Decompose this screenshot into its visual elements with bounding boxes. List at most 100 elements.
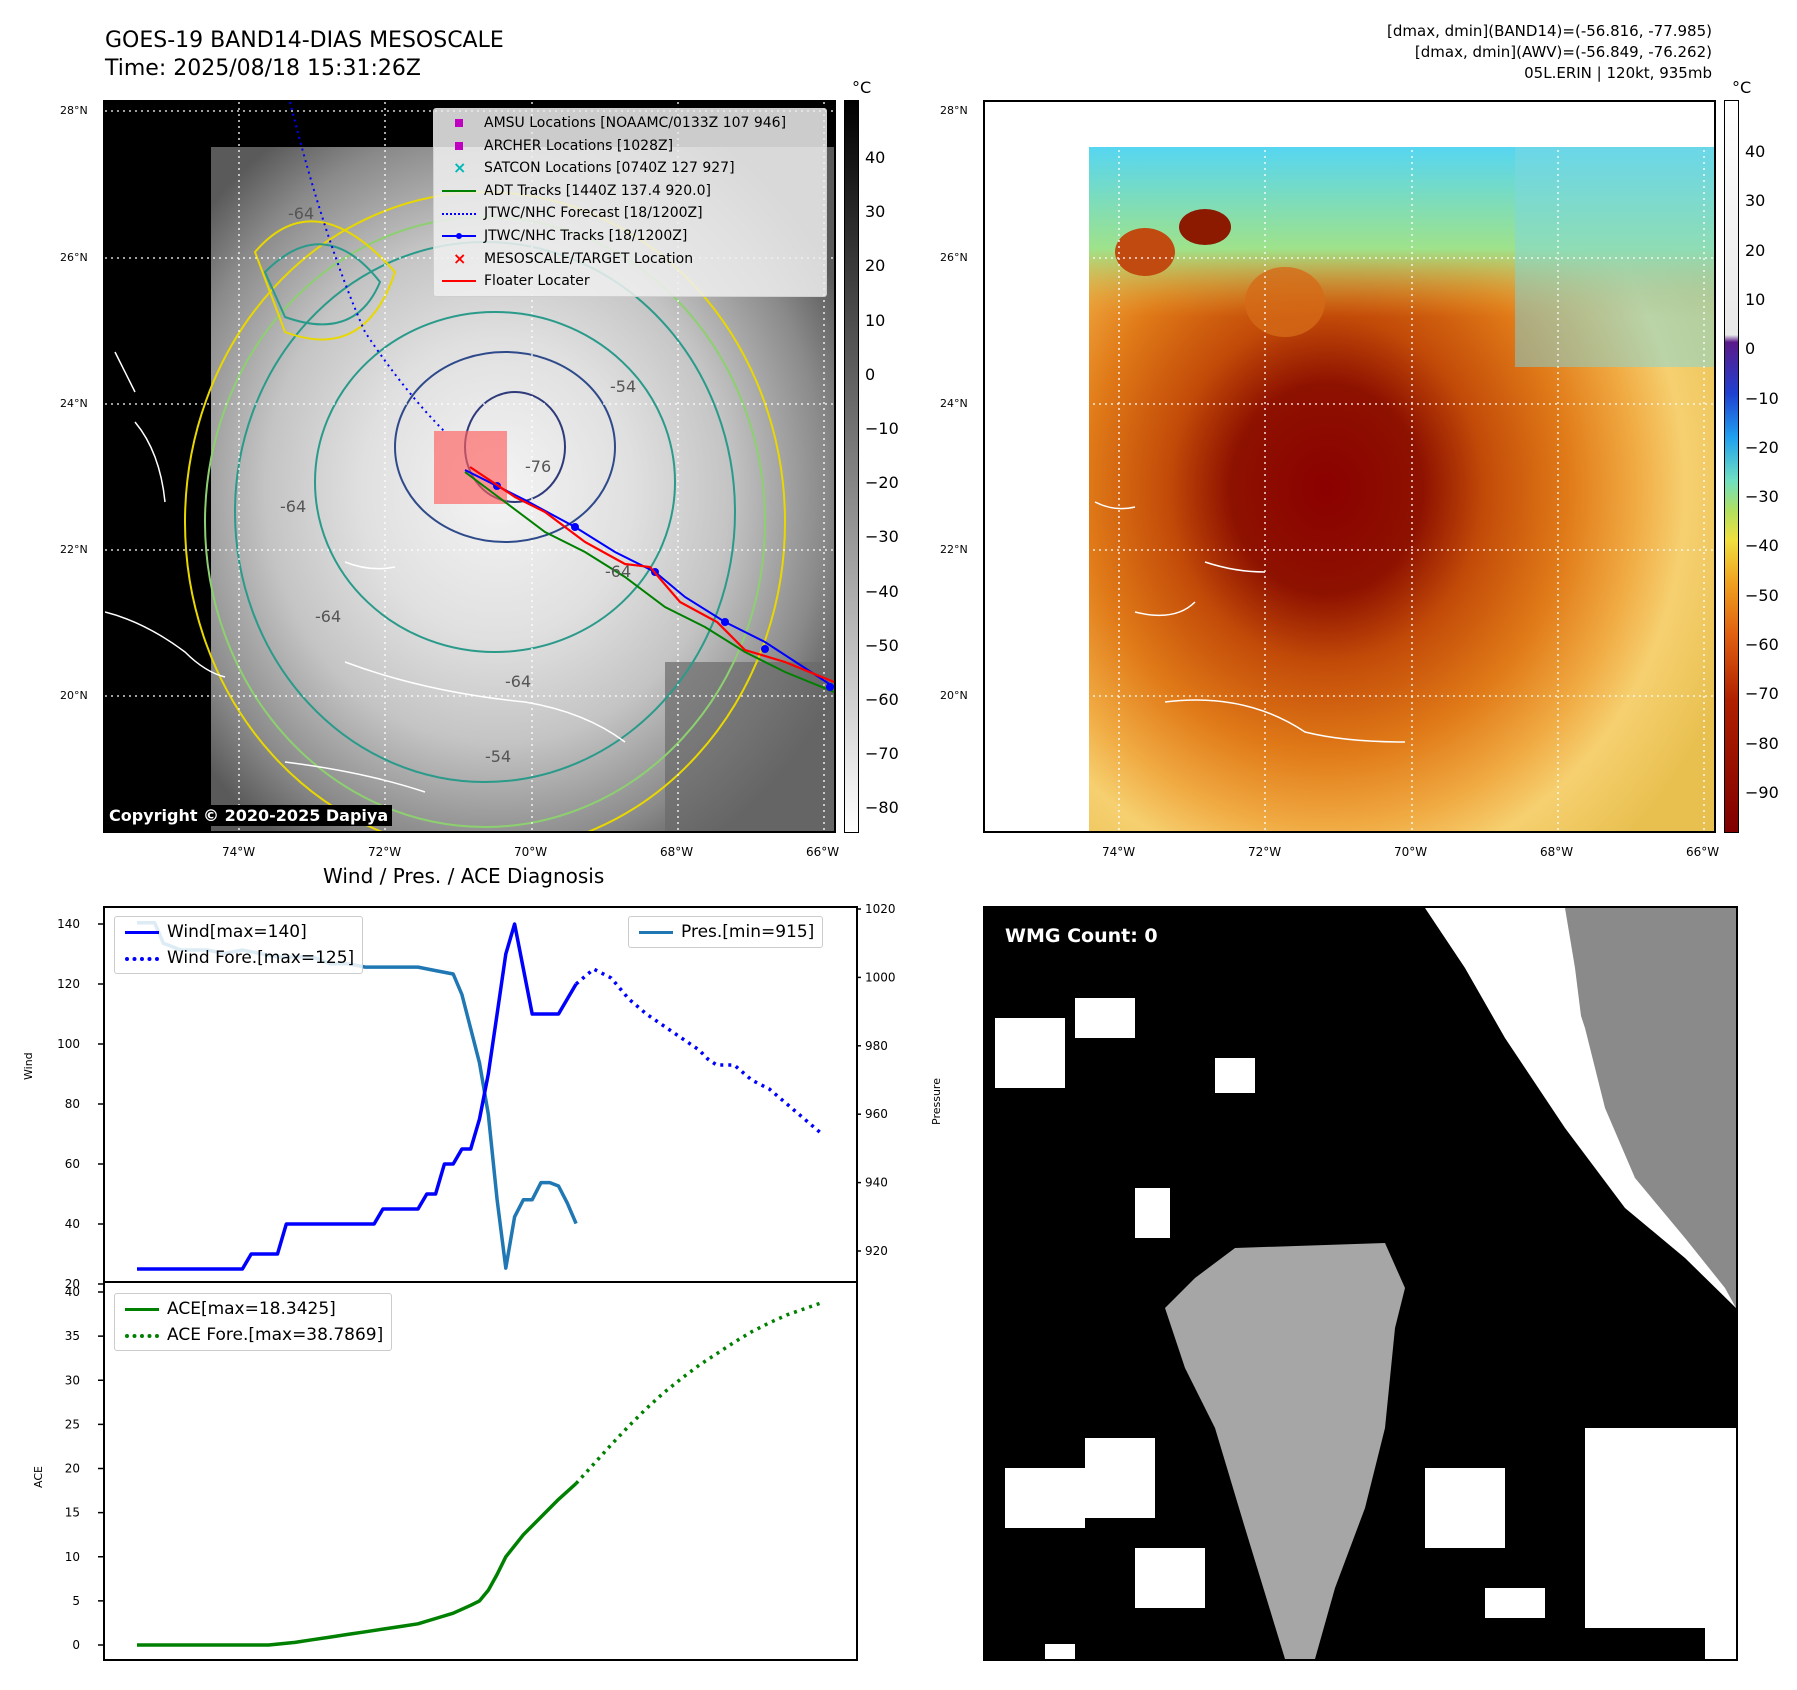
colorbar-tick-label: −60: [865, 690, 899, 709]
pressure-tick-label: 1000: [865, 970, 896, 984]
pressure-tick-label: 920: [865, 1244, 888, 1258]
lat-label: 22°N: [940, 543, 968, 556]
copyright-label: Copyright © 2020-2025 Dapiya: [105, 805, 393, 826]
colorbar-tick-label: 10: [1745, 289, 1766, 309]
contour-label: -54: [610, 377, 636, 396]
pressure-line: [137, 920, 578, 1270]
color-colorbar: [1724, 100, 1739, 833]
legend-item-wind-fore: Wind Fore.[max=125]: [123, 945, 354, 971]
legend-item-forecast: JTWC/NHC Forecast [18/1200Z]: [440, 202, 820, 225]
lon-label: 66°W: [806, 845, 840, 859]
colorbar-tick-label: 20: [1745, 240, 1766, 260]
x-marker-icon: ×: [453, 248, 467, 268]
ace-tick-label: 35: [65, 1329, 80, 1343]
contour-label: -64: [605, 562, 631, 581]
ace-tick-label: 20: [65, 1462, 80, 1476]
wind-forecast-line: [574, 967, 824, 1136]
colorbar-tick-label: −50: [865, 635, 899, 655]
wind-tick-label: 20: [65, 1277, 80, 1291]
legend-item-pres: Pres.[min=915]: [637, 919, 814, 945]
pressure-axis-label: Pressure: [930, 1078, 943, 1125]
colorbar-tick-label: −90: [1745, 782, 1779, 802]
ace-tick-label: 10: [65, 1550, 80, 1564]
ace-tick-label: 40: [65, 1285, 80, 1299]
lon-label: 68°W: [1540, 845, 1574, 859]
legend-item-target: × MESOSCALE/TARGET Location: [440, 248, 820, 271]
lat-label: 24°N: [60, 397, 88, 410]
pressure-legend: Pres.[min=915]: [628, 916, 824, 948]
colorbar-tick-label: 30: [1745, 191, 1766, 211]
colorbar-tick-label: −40: [1745, 536, 1779, 556]
lon-label: 66°W: [1686, 845, 1720, 859]
legend-item-amsu: AMSU Locations [NOAAMC/0133Z 107 946]: [440, 112, 820, 135]
figure-time: Time: 2025/08/18 15:31:26Z: [105, 56, 421, 81]
colorbar-tick-label: −70: [865, 744, 899, 764]
wind-tick-label: 40: [65, 1217, 80, 1231]
lat-label: 20°N: [60, 689, 88, 702]
line-icon: [639, 931, 673, 934]
square-marker-icon: [455, 119, 463, 128]
dotted-line-icon: [125, 1334, 159, 1338]
adt-track: [464, 471, 834, 693]
contour-label: -64: [288, 204, 314, 223]
pressure-tick-label: 980: [865, 1039, 888, 1053]
ir-map-panel: -64 -54 -76 -64 -64 -54 -64 -64 AMSU Loc…: [103, 100, 836, 833]
colorbar-unit: °C: [1732, 78, 1752, 97]
diag-divider: [103, 1281, 858, 1283]
lat-label: 20°N: [940, 689, 968, 702]
lon-label: 72°W: [368, 845, 402, 859]
colorbar-tick-label: −20: [1745, 437, 1779, 457]
ace-axis-label: ACE: [32, 1466, 45, 1488]
ace-tick-label: 5: [72, 1594, 80, 1608]
color-map-panel: [983, 100, 1716, 833]
wind-legend: Wind[max=140] Wind Fore.[max=125]: [114, 916, 364, 974]
ace-legend: ACE[max=18.3425] ACE Fore.[max=38.7869]: [114, 1293, 393, 1351]
legend-item-ace: ACE[max=18.3425]: [123, 1296, 383, 1322]
lon-label: 74°W: [1102, 845, 1136, 859]
wind-axis-label: Wind: [22, 1052, 35, 1080]
colorbar-tick-label: −20: [865, 473, 899, 493]
contour-label: -64: [505, 672, 531, 691]
lat-label: 28°N: [940, 104, 968, 117]
lat-label: 26°N: [60, 251, 88, 264]
ace-line: [137, 1482, 578, 1647]
figure-title: GOES-19 BAND14-DIAS MESOSCALE: [105, 28, 504, 53]
colorbar-tick-label: −10: [1745, 388, 1779, 408]
line-icon: [125, 1308, 159, 1311]
diag-title: Wind / Pres. / ACE Diagnosis: [323, 864, 605, 888]
colorbar-tick-label: −30: [1745, 487, 1779, 507]
map-legend: AMSU Locations [NOAAMC/0133Z 107 946] AR…: [433, 108, 827, 297]
colorbar-tick-label: 30: [865, 202, 886, 222]
diag-frame: [103, 906, 858, 1661]
line-icon: [442, 190, 476, 193]
contour-label: -76: [525, 457, 551, 476]
lat-label: 26°N: [940, 251, 968, 264]
colorbar-tick-label: −10: [865, 419, 899, 438]
legend-item-wind: Wind[max=140]: [123, 919, 354, 945]
wind-tick-label: 80: [65, 1097, 80, 1111]
gray-colorbar: [844, 100, 859, 833]
ace-forecast-line: [574, 1300, 823, 1485]
lat-label: 28°N: [60, 104, 88, 117]
lon-label: 68°W: [660, 845, 694, 859]
ace-tick-label: 15: [65, 1506, 80, 1520]
pressure-tick-label: 960: [865, 1107, 888, 1121]
colorbar-tick-label: −30: [865, 527, 899, 547]
wmg-image: [985, 908, 1736, 1659]
contour-label: -64: [280, 497, 306, 516]
colorbar-tick-label: 40: [1745, 142, 1766, 161]
wind-tick-label: 120: [57, 977, 80, 991]
lon-label: 70°W: [1394, 845, 1428, 859]
dot-marker-icon: [456, 233, 462, 240]
colorbar-tick-label: 40: [865, 148, 886, 167]
legend-item-ace-fore: ACE Fore.[max=38.7869]: [123, 1322, 383, 1348]
lon-label: 74°W: [222, 845, 256, 859]
contour-label: -64: [315, 607, 341, 626]
lon-label: 72°W: [1248, 845, 1282, 859]
colorbar-tick-label: −40: [865, 581, 899, 601]
dmax-band14: [dmax, dmin](BAND14)=(-56.816, -77.985): [1387, 22, 1712, 40]
wind-tick-label: 100: [57, 1037, 80, 1051]
colorbar-tick-label: −70: [1745, 684, 1779, 704]
colorbar-tick-label: 0: [865, 364, 876, 384]
ace-tick-label: 25: [65, 1417, 80, 1431]
